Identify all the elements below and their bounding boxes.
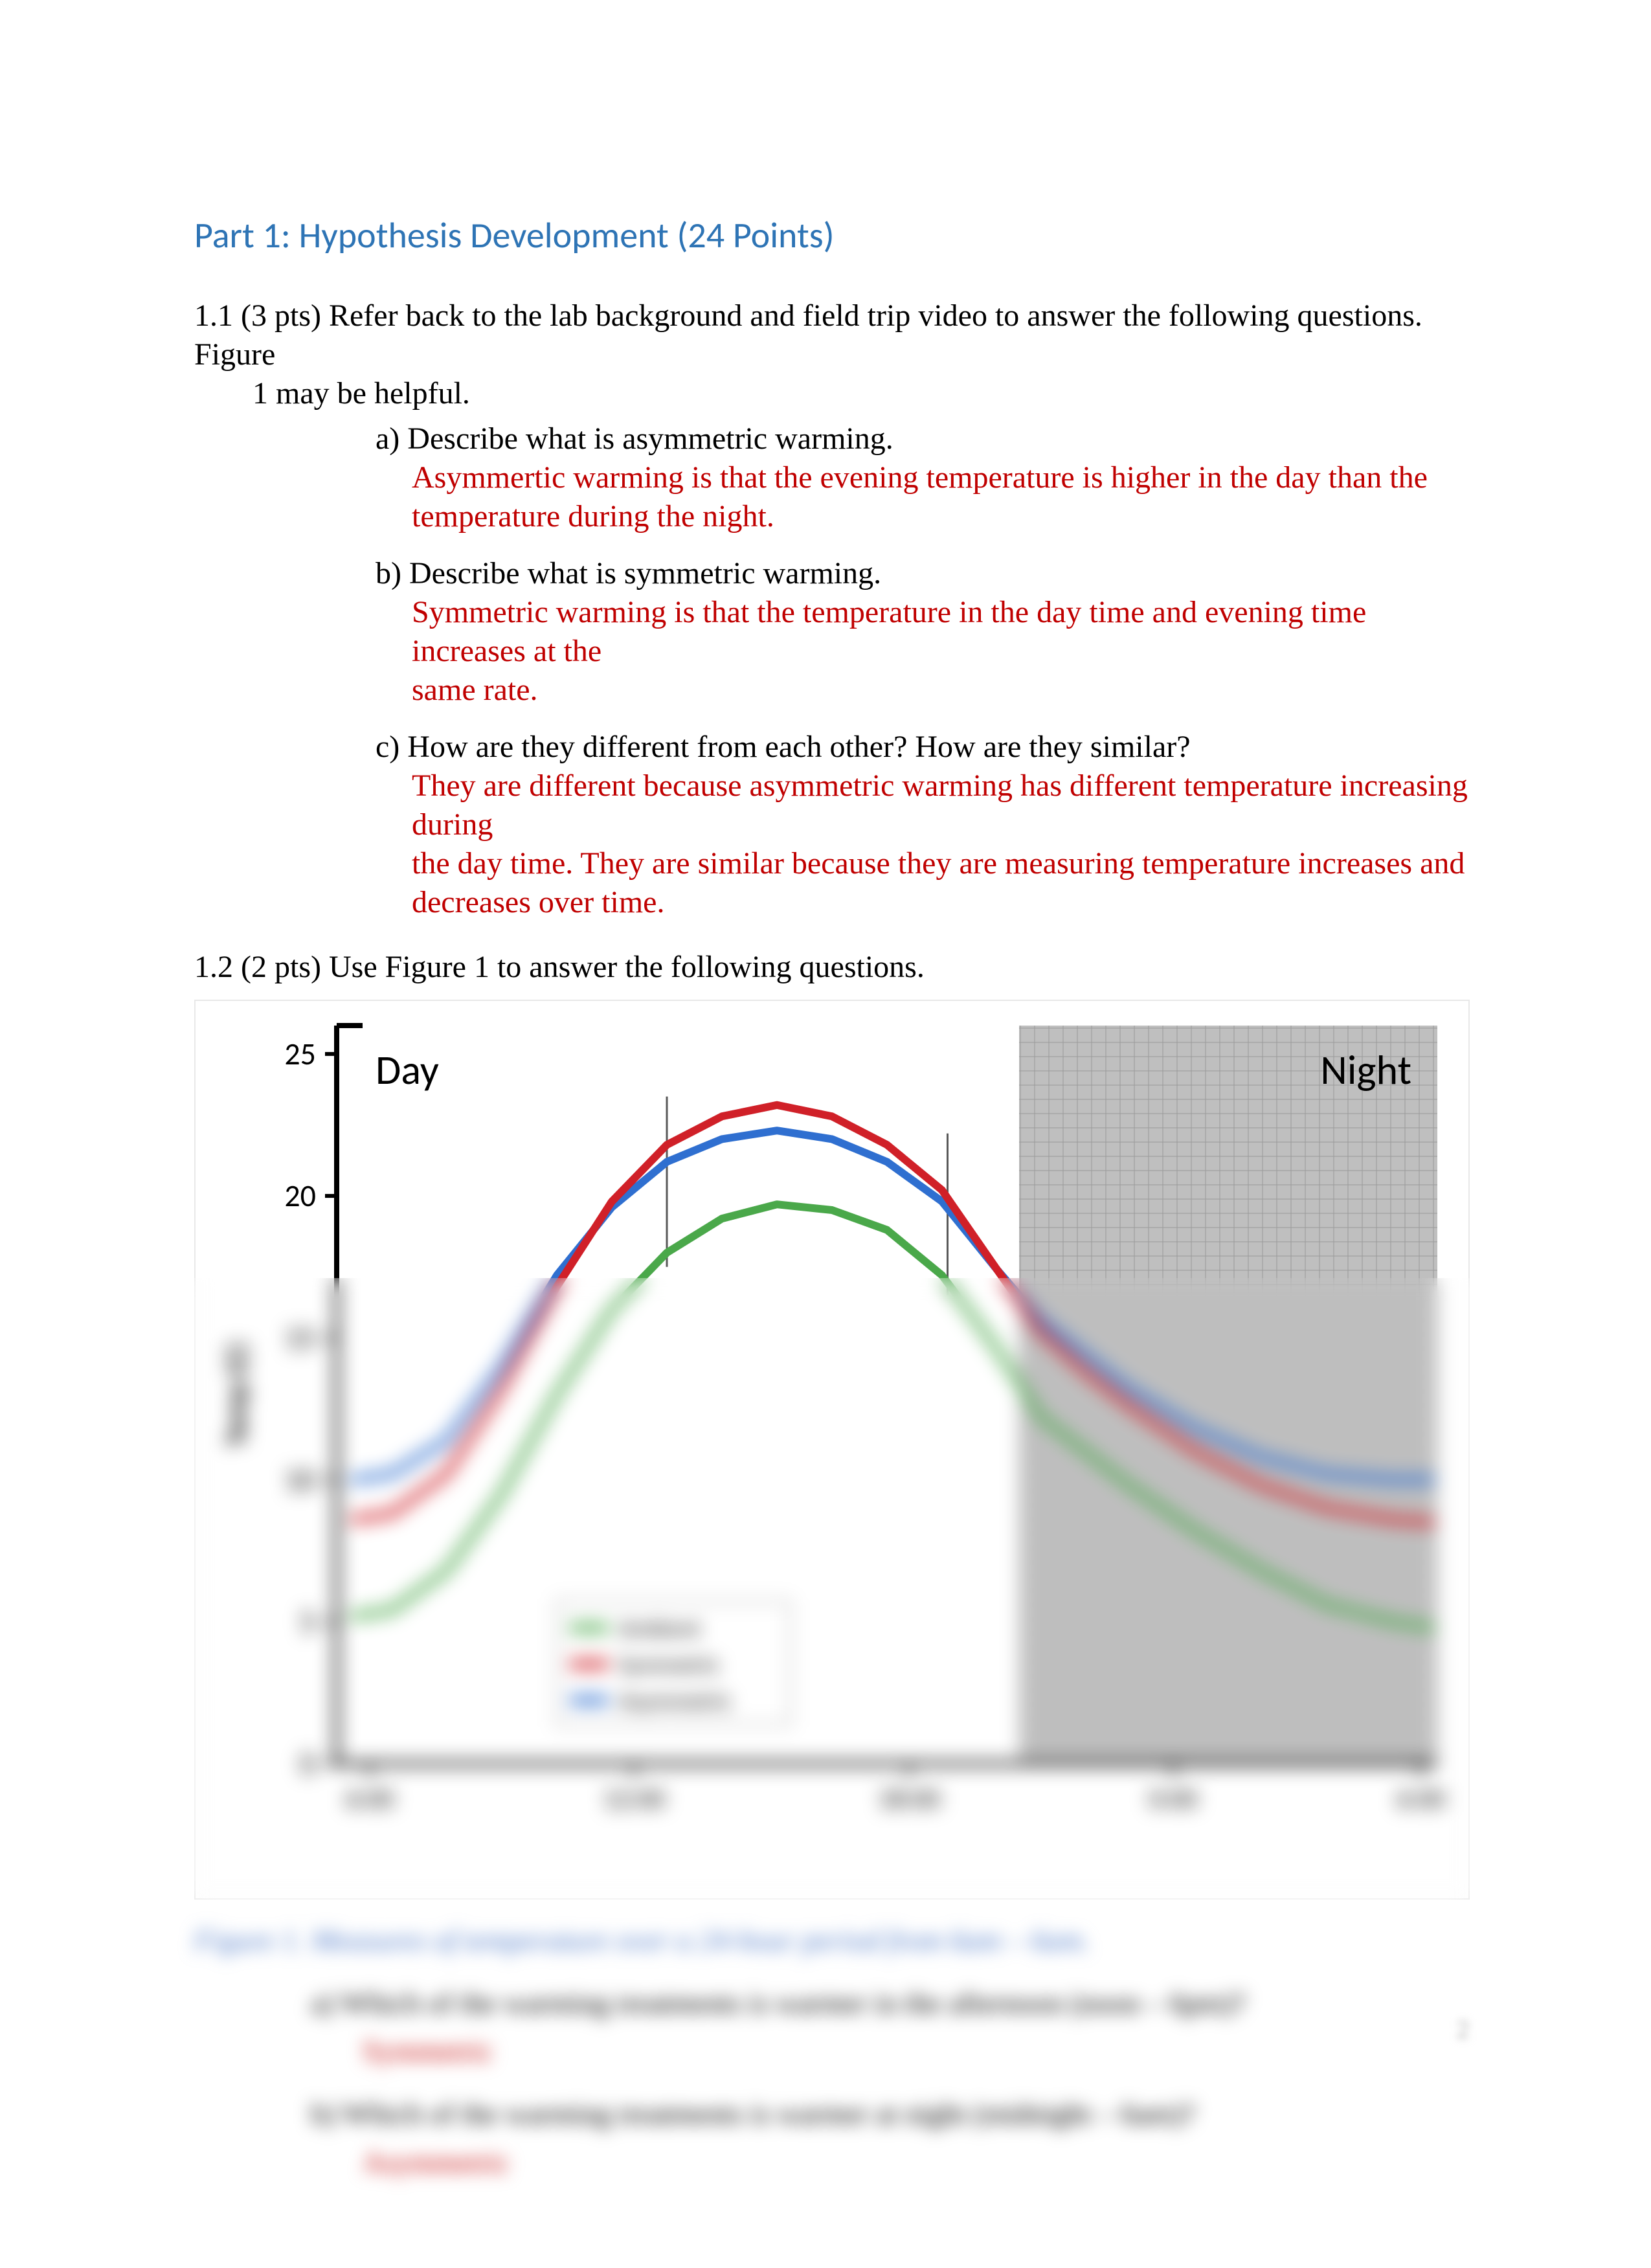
- q1-1-a: a) Describe what is asymmetric warming. …: [376, 420, 1470, 536]
- q1-1-c-answer-l2: the day time. They are similar because t…: [376, 844, 1470, 883]
- svg-text:Night: Night: [1320, 1045, 1411, 1095]
- q1-1-prompt-l1: 1.1 (3 pts) Refer back to the lab backgr…: [194, 297, 1470, 374]
- figure-blur-overlay: [194, 1278, 1470, 1900]
- q1-1-b: b) Describe what is symmetric warming. S…: [376, 554, 1470, 710]
- q1-1-a-answer-l1: Asymmertic warming is that the evening t…: [376, 458, 1470, 497]
- q1-2-prompt: 1.2 (2 pts) Use Figure 1 to answer the f…: [194, 948, 1470, 987]
- q1-1-c-label: c) How are they different from each othe…: [376, 728, 1470, 767]
- q1-1-c: c) How are they different from each othe…: [376, 728, 1470, 922]
- svg-text:25: 25: [284, 1035, 316, 1073]
- svg-text:Day: Day: [376, 1045, 439, 1095]
- q1-1-a-label: a) Describe what is asymmetric warming.: [376, 420, 1470, 458]
- q1-2-b-question: b) Which of the warming treatments is wa…: [311, 2093, 1470, 2136]
- figure-1: 05101520256:0012:0018:000:006:00Temp (C)…: [194, 1000, 1470, 1900]
- q1-1-subitems: a) Describe what is asymmetric warming. …: [194, 420, 1470, 922]
- q1-1-b-label: b) Describe what is symmetric warming.: [376, 554, 1470, 593]
- q1-1-c-answer-l1: They are different because asymmetric wa…: [376, 767, 1470, 844]
- figure-caption: Figure 1. Measures of temperature over a…: [194, 1919, 1470, 1962]
- below-figure-block: Figure 1. Measures of temperature over a…: [194, 1919, 1470, 2184]
- section-heading: Part 1: Hypothesis Development (24 Point…: [194, 214, 1470, 258]
- q1-1-prompt-l2: 1 may be helpful.: [194, 374, 1470, 413]
- svg-text:20: 20: [284, 1176, 316, 1215]
- page-number: 2: [1456, 2013, 1470, 2046]
- q1-1: 1.1 (3 pts) Refer back to the lab backgr…: [194, 297, 1470, 413]
- q1-1-a-answer-l2: temperature during the night.: [376, 497, 1470, 536]
- q1-2-a-question: a) Which of the warming treatments is wa…: [311, 1982, 1470, 2025]
- q1-2-a-answer: Symmetric: [363, 2030, 1470, 2073]
- q1-1-c-answer-l3: decreases over time.: [376, 883, 1470, 922]
- q1-1-b-answer-l1: Symmetric warming is that the temperatur…: [376, 593, 1470, 671]
- q1-1-b-answer-l2: same rate.: [376, 671, 1470, 710]
- q1-2-b-answer: Asymmetric: [363, 2141, 1470, 2184]
